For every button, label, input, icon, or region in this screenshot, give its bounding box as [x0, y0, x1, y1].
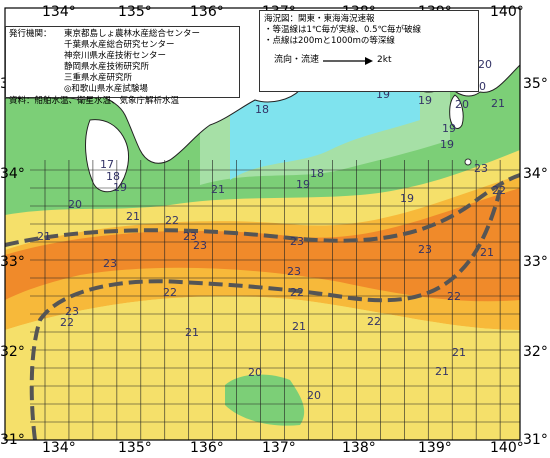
flow-arrow-icon — [323, 56, 374, 65]
legend-flow: 流向・流速 2kt — [264, 55, 474, 66]
lon-label-bottom: 136° — [190, 440, 224, 456]
land-izu — [449, 94, 464, 129]
zone-hot-current — [5, 188, 520, 302]
lat-label-right: 35° — [523, 76, 548, 92]
org-item: ◎和歌山県水産試験場 — [64, 84, 148, 94]
isotherm-label: 19 — [400, 192, 414, 205]
isotherm-label: 21 — [37, 230, 51, 243]
org-item: 東京都島しょ農林水産総合センター — [64, 29, 201, 39]
isotherm-label: 23 — [103, 257, 117, 270]
isotherm-label: 19 — [418, 94, 432, 107]
isotherm-label: 22 — [163, 286, 177, 299]
isotherm-label: 17 — [100, 158, 114, 171]
org-item: 三重県水産研究所 — [64, 73, 133, 83]
lat-label-right: 33° — [523, 254, 548, 270]
isotherm-label: 21 — [435, 365, 449, 378]
isotherm-label: 22 — [492, 184, 506, 197]
isotherm-label: 22 — [447, 290, 461, 303]
isotherm-label: 23 — [474, 162, 488, 175]
lon-label-top: 135° — [118, 4, 152, 20]
isotherm-label: 22 — [367, 315, 381, 328]
isotherm-label: 22 — [60, 316, 74, 329]
legend-text: 海況図：関東・東海海況速報 ・等温線は1℃毎が実線、0.5℃毎が破線 ・点線は2… — [264, 14, 474, 47]
isotherm-label: 21 — [480, 246, 494, 259]
lon-label-bottom: 135° — [118, 440, 152, 456]
org-item: 静岡県水産技術研究所 — [64, 62, 150, 72]
flow-label: 流向・流速 — [274, 55, 320, 65]
lon-label-top: 140° — [490, 4, 524, 20]
lat-label-left: 31° — [0, 432, 25, 448]
isotherm-labels: 20 20 20 19 19 19 19 18 18 19 19 17 18 1… — [37, 58, 506, 402]
lon-label-bottom: 134° — [42, 440, 76, 456]
isotherm-label: 21 — [211, 183, 225, 196]
isotherm-label: 19 — [442, 122, 456, 135]
isotherm-label: 19 — [296, 178, 310, 191]
isotherm-label: 21 — [452, 346, 466, 359]
lat-label-left: 33° — [0, 254, 25, 270]
org-list: 東京都島しょ農林水産総合センター 千葉県水産総合研究センター 神奈川県水産技術セ… — [64, 29, 200, 95]
isotherm-label: 18 — [310, 167, 324, 180]
lon-label-top: 136° — [190, 4, 224, 20]
isotherm-label: 20 — [455, 98, 469, 111]
island-marker — [464, 158, 472, 166]
kuroshio-axis-south — [29, 189, 502, 441]
lat-label-right: 34° — [523, 166, 548, 182]
isotherm-label: 21 — [185, 326, 199, 339]
isotherm-label: 20 — [248, 366, 262, 379]
isotherm-label: 20 — [478, 58, 492, 71]
lon-label-top: 134° — [42, 4, 76, 20]
isotherm-label: 23 — [65, 305, 79, 318]
lat-label-left: 34° — [0, 166, 25, 182]
isotherm-label: 20 — [68, 198, 82, 211]
isotherm-label: 20 — [307, 389, 321, 402]
isotherm-label: 23 — [193, 239, 207, 252]
data-source: 資料：船舶水温、衛星水温、気象庁解析水温 — [9, 96, 180, 106]
lon-label-bottom: 140° — [490, 440, 524, 456]
legend-title: 海況図：関東・東海海況速報 — [264, 14, 375, 24]
isotherm-label: 23 — [183, 230, 197, 243]
org-item: 千葉県水産総合研究センター — [64, 40, 175, 50]
map-frame — [4, 7, 521, 441]
kuroshio-axis-north — [4, 173, 521, 247]
isotherm-label: 23 — [418, 243, 432, 256]
map-legend-box: 海況図：関東・東海海況速報 ・等温線は1℃毎が実線、0.5℃毎が破線 ・点線は2… — [259, 10, 479, 92]
lat-label-left: 32° — [0, 344, 25, 360]
isotherm-label: 18 — [255, 103, 269, 116]
flow-speed: 2kt — [377, 55, 392, 65]
org-label: 発行機関： — [9, 29, 52, 39]
isotherm-label: 22 — [165, 214, 179, 227]
lat-lon-grid — [30, 160, 520, 440]
isotherm-label: 23 — [290, 235, 304, 248]
organization-info-box: 発行機関： 東京都島しょ農林水産総合センター 千葉県水産総合研究センター 神奈川… — [5, 26, 240, 106]
lon-label-bottom: 139° — [418, 440, 452, 456]
legend-isotherm-note: ・等温線は1℃毎が実線、0.5℃毎が破線 — [264, 25, 422, 35]
lat-label-right: 32° — [523, 344, 548, 360]
isotherm-label: 23 — [287, 265, 301, 278]
lon-label-bottom: 138° — [342, 440, 376, 456]
lon-label-bottom: 137° — [262, 440, 296, 456]
lat-label-right: 31° — [523, 432, 548, 448]
isotherm-label: 22 — [290, 286, 304, 299]
legend-isobath-note: ・点線は200mと1000mの等深線 — [264, 36, 395, 46]
isotherm-label: 21 — [292, 320, 306, 333]
isotherm-label: 19 — [440, 138, 454, 151]
isotherm-label: 21 — [126, 210, 140, 223]
isotherm-label: 19 — [113, 181, 127, 194]
isotherm-label: 18 — [106, 170, 120, 183]
org-item: 神奈川県水産技術センター — [64, 51, 167, 61]
isotherm-label: 21 — [491, 97, 505, 110]
